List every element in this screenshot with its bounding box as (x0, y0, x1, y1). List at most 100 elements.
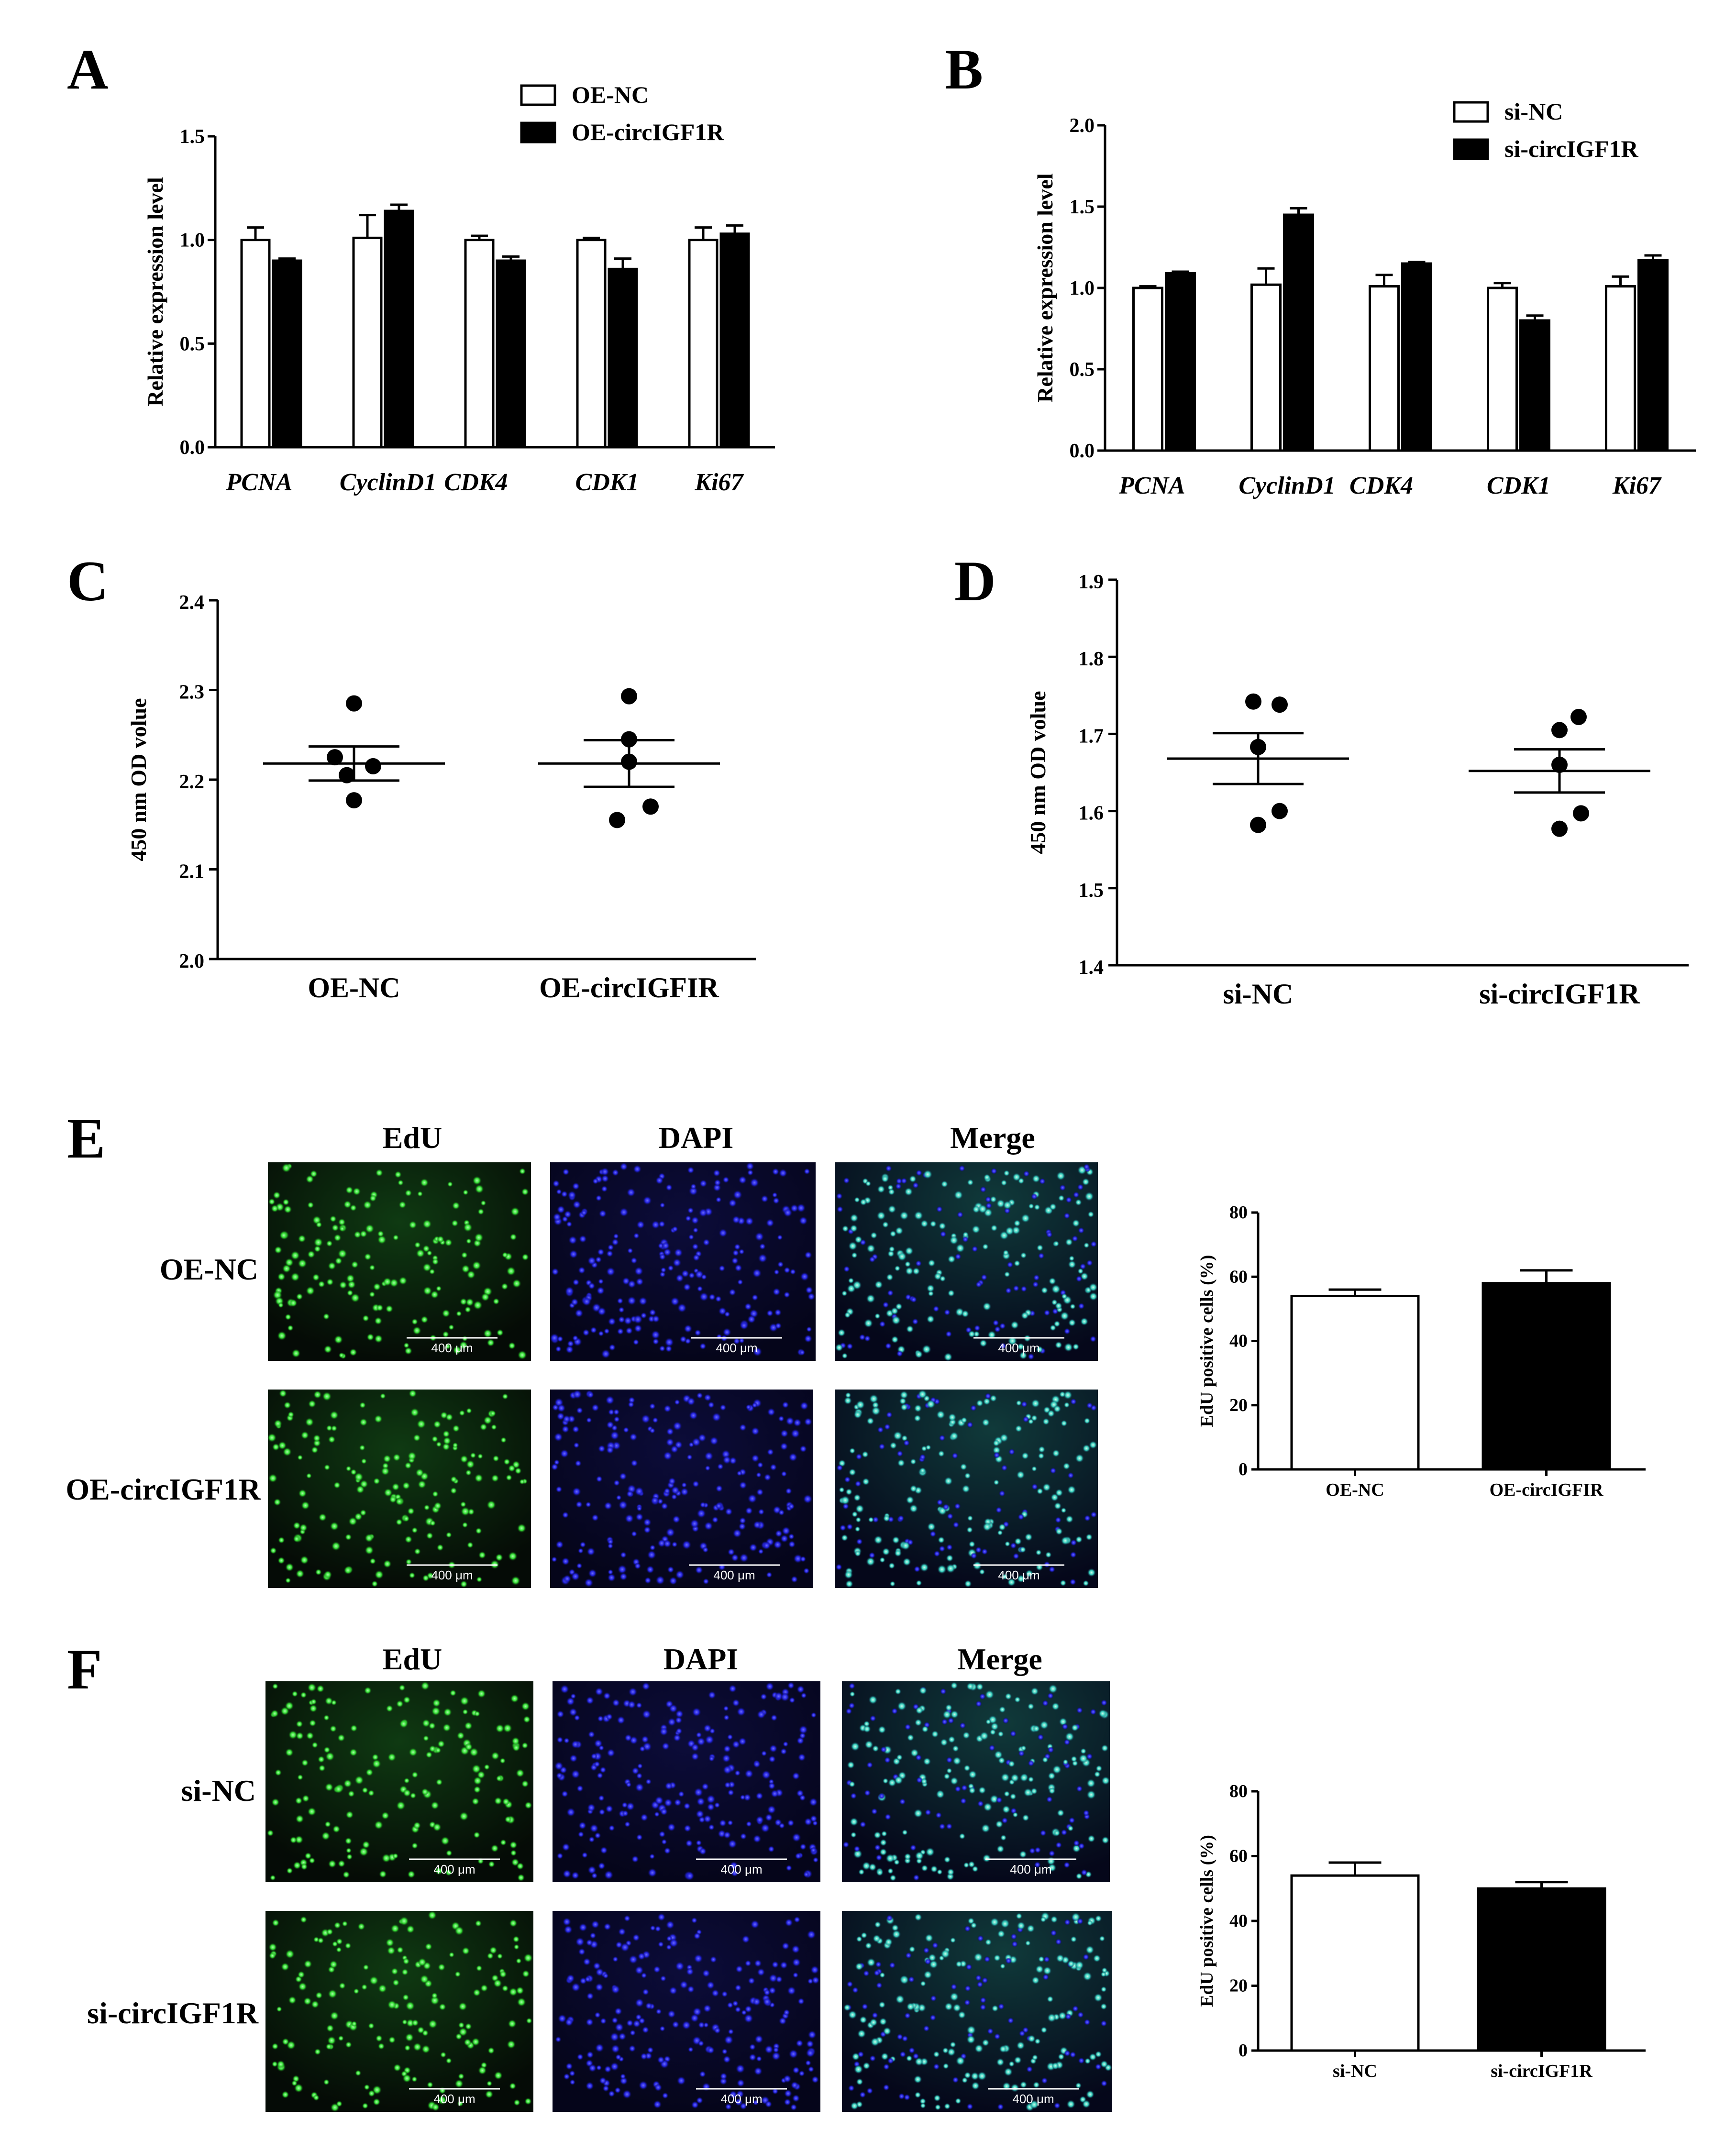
cell-nucleus (1057, 1809, 1065, 1817)
cell-nucleus (629, 2030, 636, 2036)
cell-nucleus (1086, 1778, 1096, 1788)
cell-nucleus (872, 1745, 879, 1752)
cell-nucleus (958, 1165, 965, 1172)
cell-nucleus (272, 1443, 280, 1451)
cell-nucleus (634, 1965, 644, 1975)
cell-nucleus (607, 1538, 614, 1545)
cell-nucleus (411, 2076, 418, 2083)
cell-nucleus (1062, 1723, 1069, 1730)
cell-nucleus (669, 1577, 677, 1585)
cell-nucleus (628, 1401, 635, 1408)
cell-nucleus (421, 1719, 431, 1728)
cell-nucleus (519, 1478, 525, 1485)
cell-nucleus (994, 1326, 1001, 1333)
cell-nucleus (285, 1748, 294, 1757)
cell-nucleus (481, 1292, 490, 1302)
category-label: PCNA (1118, 472, 1185, 499)
cell-nucleus (914, 1566, 921, 1573)
cell-nucleus (1063, 1861, 1071, 1868)
cell-nucleus (622, 2089, 632, 2099)
cell-nucleus (627, 1296, 637, 1305)
cell-nucleus (465, 1298, 474, 1307)
cell-nucleus (368, 2022, 375, 2030)
cell-nucleus (364, 2084, 370, 2090)
cell-nucleus (282, 1198, 290, 1206)
cell-nucleus (392, 1453, 401, 1462)
cell-nucleus (699, 1292, 709, 1302)
cell-nucleus (1061, 1829, 1068, 1836)
cell-nucleus (325, 1752, 335, 1761)
cell-nucleus (433, 1501, 442, 1510)
cell-nucleus (732, 1699, 740, 1707)
cell-nucleus (933, 1550, 940, 1557)
cell-nucleus (624, 1734, 632, 1742)
cell-nucleus (362, 1841, 370, 1849)
cell-nucleus (581, 1852, 588, 1858)
cell-nucleus (460, 1298, 467, 1306)
cell-nucleus (908, 1976, 915, 1983)
cell-nucleus (364, 1253, 372, 1261)
cell-nucleus (881, 2052, 889, 2061)
cell-nucleus (686, 1967, 694, 1976)
cell-nucleus (856, 1538, 863, 1545)
cell-nucleus (381, 1853, 391, 1863)
cell-nucleus (672, 1515, 681, 1523)
cell-nucleus (562, 1511, 569, 1519)
cell-nucleus (966, 2025, 976, 2035)
cell-nucleus (946, 1767, 952, 1774)
cell-nucleus (479, 1423, 487, 1431)
cell-nucleus (899, 1397, 907, 1405)
cell-nucleus (674, 1716, 683, 1724)
cell-nucleus (979, 1693, 986, 1700)
cell-nucleus (452, 1202, 460, 1210)
cell-nucleus (610, 1985, 620, 1995)
cell-nucleus (673, 1733, 681, 1742)
cell-nucleus (863, 1725, 871, 1733)
cell-nucleus (692, 1243, 699, 1250)
cell-nucleus (324, 1783, 334, 1792)
y-tick-label: 2.1 (179, 861, 205, 883)
cell-nucleus (308, 1400, 316, 1408)
cell-nucleus (991, 2005, 999, 2012)
cell-nucleus (751, 1427, 760, 1436)
cell-nucleus (287, 1324, 294, 1331)
cell-nucleus (782, 1401, 789, 1409)
cell-nucleus (1083, 1971, 1093, 1981)
cell-nucleus (643, 1526, 651, 1534)
cell-nucleus (739, 1248, 745, 1255)
cell-nucleus (345, 1533, 352, 1541)
cell-nucleus (403, 1515, 410, 1522)
cell-nucleus (490, 1844, 499, 1853)
cell-nucleus (333, 1335, 343, 1345)
cell-nucleus (1063, 1401, 1070, 1408)
cell-nucleus (950, 1992, 959, 2002)
cell-nucleus (369, 1291, 376, 1298)
cell-nucleus (756, 1472, 762, 1478)
cell-nucleus (333, 1481, 341, 1489)
cell-nucleus (984, 1196, 992, 1203)
data-point (1551, 820, 1568, 837)
data-point (365, 758, 381, 774)
category-label: Ki67 (694, 469, 744, 496)
cell-nucleus (1098, 1709, 1107, 1718)
cell-nucleus (570, 1693, 576, 1699)
y-axis-label: EdU positive cells (%) (1197, 1255, 1217, 1427)
cell-nucleus (596, 1286, 605, 1295)
cell-nucleus (378, 1984, 387, 1993)
cell-nucleus (357, 1922, 365, 1930)
cell-nucleus (647, 1550, 656, 1560)
cell-nucleus (788, 1453, 798, 1462)
legend-swatch (1453, 101, 1489, 123)
cell-nucleus (923, 1947, 930, 1954)
cell-nucleus (591, 1403, 599, 1412)
cell-nucleus (410, 1408, 420, 1417)
cell-nucleus (404, 1462, 412, 1469)
cell-nucleus (923, 1970, 932, 1979)
cell-nucleus (377, 1230, 384, 1237)
cell-nucleus (987, 2028, 994, 2035)
cell-nucleus (1021, 1312, 1029, 1320)
cell-nucleus (897, 1515, 905, 1522)
cell-nucleus (509, 1919, 518, 1928)
cell-nucleus (722, 1456, 731, 1465)
cell-nucleus (301, 1501, 310, 1510)
